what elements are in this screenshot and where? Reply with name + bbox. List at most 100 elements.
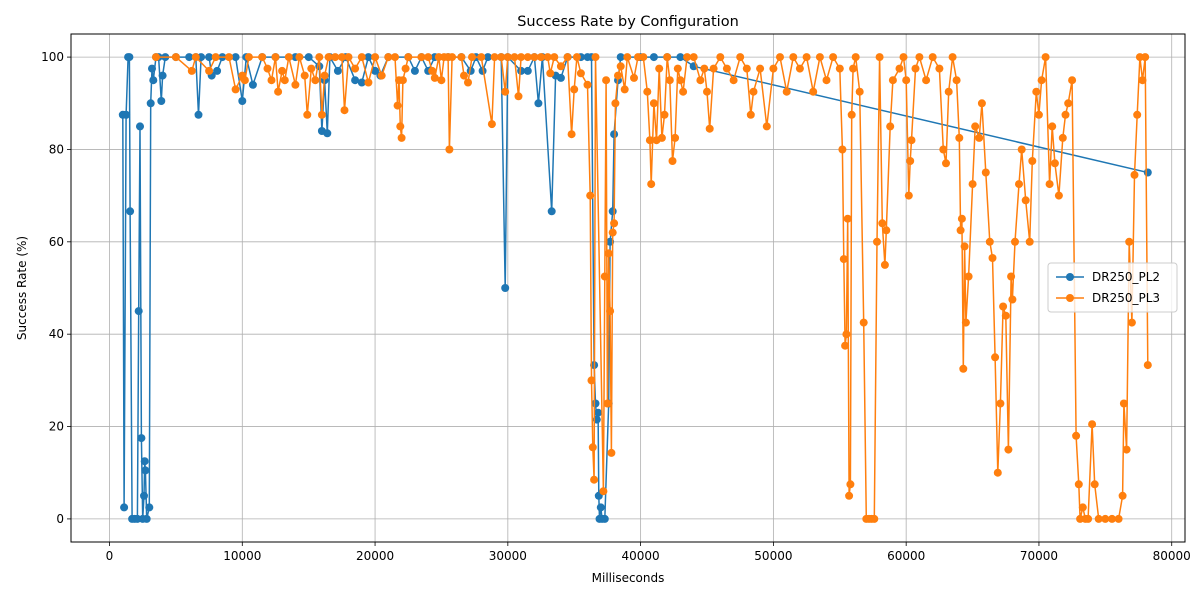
data-point xyxy=(398,76,407,85)
data-point xyxy=(671,133,680,142)
data-point xyxy=(466,66,475,75)
data-point xyxy=(607,448,616,457)
data-point xyxy=(846,480,855,489)
data-point xyxy=(1037,76,1046,85)
data-point xyxy=(1058,133,1067,142)
data-point xyxy=(668,157,677,165)
data-point xyxy=(960,242,969,251)
data-point xyxy=(655,64,664,73)
x-tick-label: 80000 xyxy=(1153,549,1191,563)
data-point xyxy=(550,53,559,62)
data-point xyxy=(961,318,970,327)
data-point xyxy=(729,76,738,85)
data-point xyxy=(340,106,349,115)
data-point xyxy=(709,64,718,73)
data-point xyxy=(1032,87,1041,96)
data-point xyxy=(822,76,831,85)
data-point xyxy=(1017,145,1026,154)
data-point xyxy=(238,97,247,105)
data-point xyxy=(1108,514,1116,523)
data-point xyxy=(303,110,312,119)
data-point xyxy=(152,53,160,62)
data-point xyxy=(351,76,360,85)
data-point xyxy=(213,66,222,75)
data-point xyxy=(977,99,986,108)
data-point xyxy=(546,69,555,78)
data-point xyxy=(315,53,324,62)
data-point xyxy=(437,76,446,85)
data-point xyxy=(996,399,1005,408)
data-point xyxy=(1041,53,1050,62)
data-point xyxy=(606,307,615,316)
data-point xyxy=(1007,272,1016,281)
data-point xyxy=(291,80,300,89)
data-point xyxy=(460,71,468,80)
data-point xyxy=(487,120,496,129)
data-point xyxy=(1072,431,1081,440)
y-tick-label: 80 xyxy=(49,142,64,156)
data-point xyxy=(205,66,214,75)
data-point xyxy=(782,87,791,96)
data-point xyxy=(351,64,360,73)
data-point xyxy=(873,237,881,246)
data-point xyxy=(134,307,143,316)
y-tick-label: 40 xyxy=(49,327,64,341)
data-point xyxy=(616,53,625,62)
data-point xyxy=(337,53,346,62)
data-point xyxy=(696,76,705,85)
data-point xyxy=(1101,514,1110,523)
data-point xyxy=(1021,196,1030,205)
data-point xyxy=(391,53,399,62)
data-point xyxy=(331,53,340,62)
data-point xyxy=(610,219,619,228)
x-tick-label: 30000 xyxy=(489,549,527,563)
data-point xyxy=(722,64,731,73)
data-point xyxy=(689,53,698,62)
data-point xyxy=(935,64,944,73)
data-point xyxy=(829,53,838,62)
data-point xyxy=(839,255,848,264)
data-point xyxy=(205,53,214,62)
data-point xyxy=(1119,399,1128,408)
data-point xyxy=(263,64,272,73)
data-point xyxy=(211,53,220,62)
data-point xyxy=(904,191,913,200)
data-point xyxy=(191,53,200,62)
data-point xyxy=(663,53,672,62)
data-point xyxy=(572,53,581,62)
data-point xyxy=(762,122,771,131)
x-tick-label: 10000 xyxy=(223,549,261,563)
data-point xyxy=(948,53,957,62)
data-point xyxy=(841,341,850,350)
data-point xyxy=(1054,191,1063,200)
data-point xyxy=(523,53,532,62)
data-point xyxy=(1068,76,1077,85)
data-point xyxy=(907,136,916,145)
data-point xyxy=(956,226,965,235)
data-point xyxy=(1143,361,1152,370)
data-point xyxy=(142,514,151,523)
data-point xyxy=(870,514,879,523)
data-point xyxy=(510,53,519,62)
data-point xyxy=(185,53,194,62)
data-point xyxy=(371,66,380,75)
data-point xyxy=(942,159,950,168)
data-point xyxy=(736,53,745,62)
data-point xyxy=(620,85,629,94)
data-point xyxy=(922,76,931,85)
data-point xyxy=(501,87,510,96)
data-point xyxy=(971,122,980,131)
data-point xyxy=(716,53,725,62)
data-point xyxy=(307,64,316,73)
data-point xyxy=(1094,514,1103,523)
y-tick-label: 0 xyxy=(56,512,64,526)
data-point xyxy=(323,129,332,138)
data-point xyxy=(1064,99,1073,108)
legend: DR250_PL2 DR250_PL3 xyxy=(1047,262,1178,313)
data-point xyxy=(928,53,937,62)
data-point xyxy=(610,130,619,139)
data-point xyxy=(1125,237,1134,246)
data-point xyxy=(1088,420,1097,429)
data-point xyxy=(639,53,648,62)
